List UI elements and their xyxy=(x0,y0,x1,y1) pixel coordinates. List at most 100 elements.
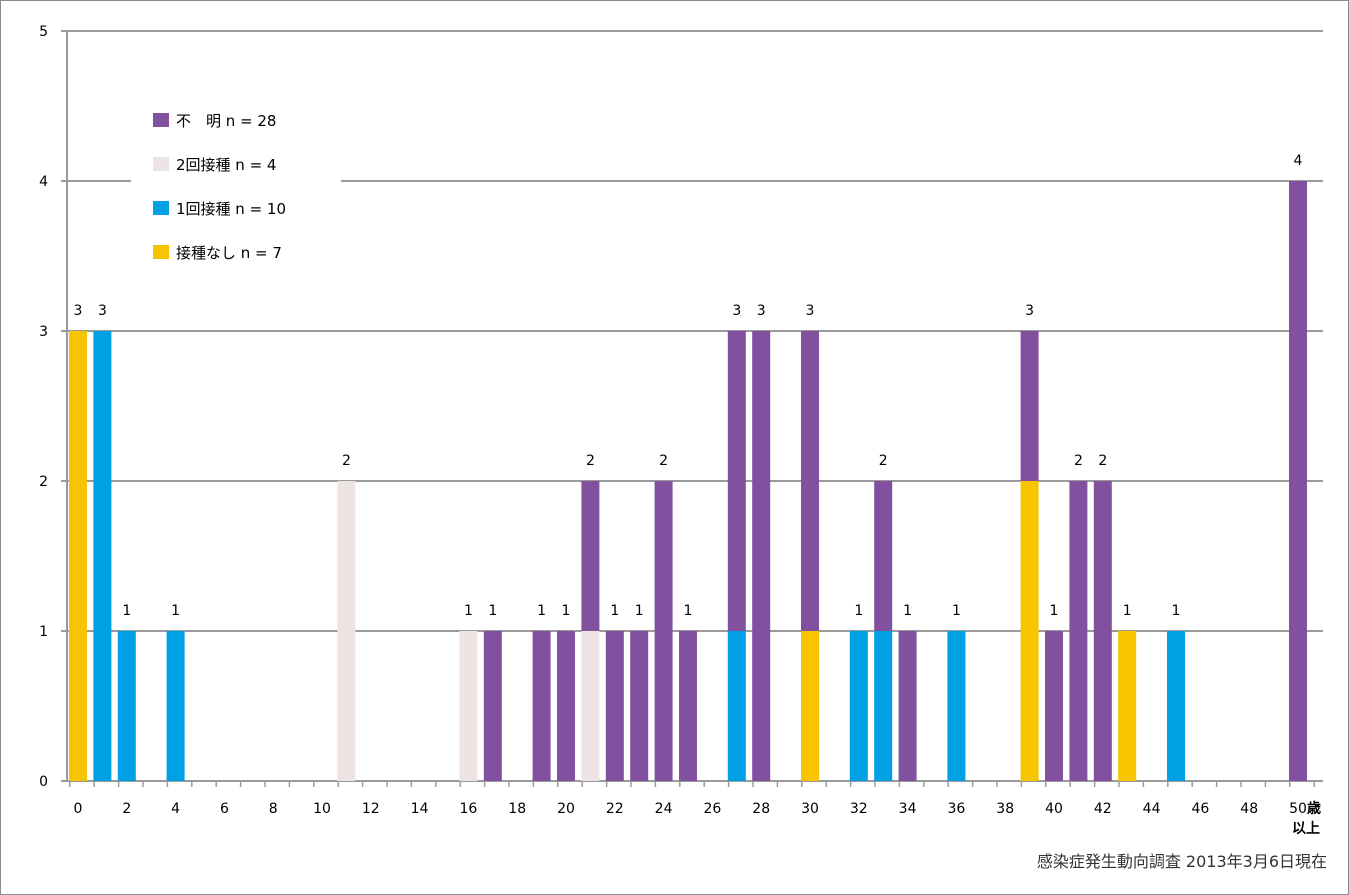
bar-segment-unknown xyxy=(898,631,917,781)
data-label: 1 xyxy=(122,603,131,619)
data-label: 3 xyxy=(98,303,107,319)
data-label: 3 xyxy=(732,303,741,319)
bar-segment-unknown xyxy=(581,481,600,631)
y-tick-label: 0 xyxy=(39,774,48,790)
x-tick-label: 24 xyxy=(655,801,673,817)
data-label: 1 xyxy=(952,603,961,619)
x-tick-label: 12 xyxy=(362,801,380,817)
data-label: 3 xyxy=(1025,303,1034,319)
x-tick-label: 2 xyxy=(122,801,131,817)
x-tick-label: 40 xyxy=(1045,801,1063,817)
x-tick-label: 32 xyxy=(850,801,868,817)
data-label: 2 xyxy=(342,453,351,469)
bar-segment-unknown xyxy=(557,631,575,781)
data-label: 2 xyxy=(1098,453,1107,469)
bar-segment-unknown xyxy=(605,631,624,781)
bar-segment-unknown xyxy=(752,331,771,781)
bar-segment-one-dose xyxy=(947,631,966,781)
bar-segment-two-dose xyxy=(459,631,478,781)
bar-segment-no-vaccination xyxy=(1020,481,1039,781)
x-tick-label: 26 xyxy=(703,801,721,817)
legend-swatch xyxy=(153,113,169,127)
bar-segment-one-dose xyxy=(727,631,746,781)
data-label: 1 xyxy=(171,603,180,619)
legend-swatch xyxy=(153,245,169,259)
x-tick-label: 46 xyxy=(1191,801,1209,817)
y-tick-label: 4 xyxy=(39,174,48,190)
bar-segment-unknown xyxy=(679,631,697,781)
x-tick-label: 42 xyxy=(1094,801,1112,817)
x-tick-label: 30 xyxy=(801,801,819,817)
x-unit-label: 歳 xyxy=(1307,800,1321,817)
x-tick-label: 22 xyxy=(606,801,624,817)
x-tick-label: 10 xyxy=(313,801,331,817)
x-tick-label: 38 xyxy=(996,801,1014,817)
source-note: 感染症発生動向調査 2013年3月6日現在 xyxy=(1037,852,1327,871)
x-tick-label: 8 xyxy=(269,801,278,817)
y-tick-label: 1 xyxy=(39,624,48,640)
data-label: 1 xyxy=(903,603,912,619)
data-label: 3 xyxy=(757,303,766,319)
x-tick-label: 18 xyxy=(508,801,526,817)
bar-segment-one-dose xyxy=(117,631,136,781)
data-label: 2 xyxy=(659,453,668,469)
bar-segment-unknown xyxy=(1045,631,1063,781)
bar-segment-unknown xyxy=(483,631,502,781)
data-label: 1 xyxy=(1050,603,1059,619)
x-tick-label: 36 xyxy=(947,801,965,817)
data-label: 1 xyxy=(537,603,546,619)
bar-segment-unknown xyxy=(727,331,746,631)
data-label: 1 xyxy=(464,603,473,619)
data-label: 2 xyxy=(586,453,595,469)
bar-segment-no-vaccination xyxy=(69,331,87,781)
bar-segment-unknown xyxy=(1093,481,1112,781)
legend-label: 1回接種 n = 10 xyxy=(176,200,286,218)
bars xyxy=(69,181,1307,781)
bar-segment-no-vaccination xyxy=(801,631,819,781)
bar-segment-one-dose xyxy=(849,631,868,781)
bar-segment-two-dose xyxy=(337,481,356,781)
bar-segment-one-dose xyxy=(874,631,893,781)
x-tick-label: 50 xyxy=(1289,801,1307,817)
data-label: 3 xyxy=(806,303,815,319)
bar-segment-unknown xyxy=(1020,331,1039,481)
bar-segment-unknown xyxy=(1069,481,1088,781)
legend: 不 明 n = 28 2回接種 n = 4 1回接種 n = 10 接種なし n = … xyxy=(131,96,341,266)
x-tick-label: 20 xyxy=(557,801,575,817)
data-label: 1 xyxy=(562,603,571,619)
legend-label: 不 明 n = 28 xyxy=(176,112,276,130)
legend-swatch xyxy=(153,157,169,171)
bar-segment-one-dose xyxy=(166,631,185,781)
bar-segment-unknown xyxy=(532,631,551,781)
x-axis: 0 2 4 6 8 10 12 14 16 18 20 22 24 26 28 30 32 34 36 38 40 42 4… xyxy=(67,780,1323,837)
data-label: 1 xyxy=(1123,603,1132,619)
x-tick-label: 6 xyxy=(220,801,229,817)
x-tick-label: 16 xyxy=(459,801,477,817)
data-label: 1 xyxy=(854,603,863,619)
x-tick-label: 0 xyxy=(74,801,83,817)
y-tick-label: 3 xyxy=(39,324,48,340)
bar-segment-no-vaccination xyxy=(1118,631,1137,781)
bar-segment-one-dose xyxy=(1167,631,1185,781)
bar-segment-one-dose xyxy=(93,331,112,781)
x-tick-label: 14 xyxy=(411,801,429,817)
data-label: 1 xyxy=(488,603,497,619)
y-tick-label: 2 xyxy=(39,474,48,490)
data-label: 2 xyxy=(879,453,888,469)
data-label: 3 xyxy=(74,303,83,319)
x-tick-label: 44 xyxy=(1143,801,1161,817)
bar-segment-unknown xyxy=(654,481,673,781)
bar-segment-unknown xyxy=(801,331,819,631)
data-label: 2 xyxy=(1074,453,1083,469)
x-tick-label: 4 xyxy=(171,801,180,817)
bar-segment-unknown xyxy=(630,631,649,781)
y-tick-label: 5 xyxy=(39,24,48,40)
legend-label: 接種なし n = 7 xyxy=(176,244,282,262)
data-label: 1 xyxy=(635,603,644,619)
legend-swatch xyxy=(153,201,169,215)
bar-segment-unknown xyxy=(874,481,893,631)
x-unit-label-2: 以上 xyxy=(1292,821,1320,837)
x-tick-label: 34 xyxy=(899,801,917,817)
